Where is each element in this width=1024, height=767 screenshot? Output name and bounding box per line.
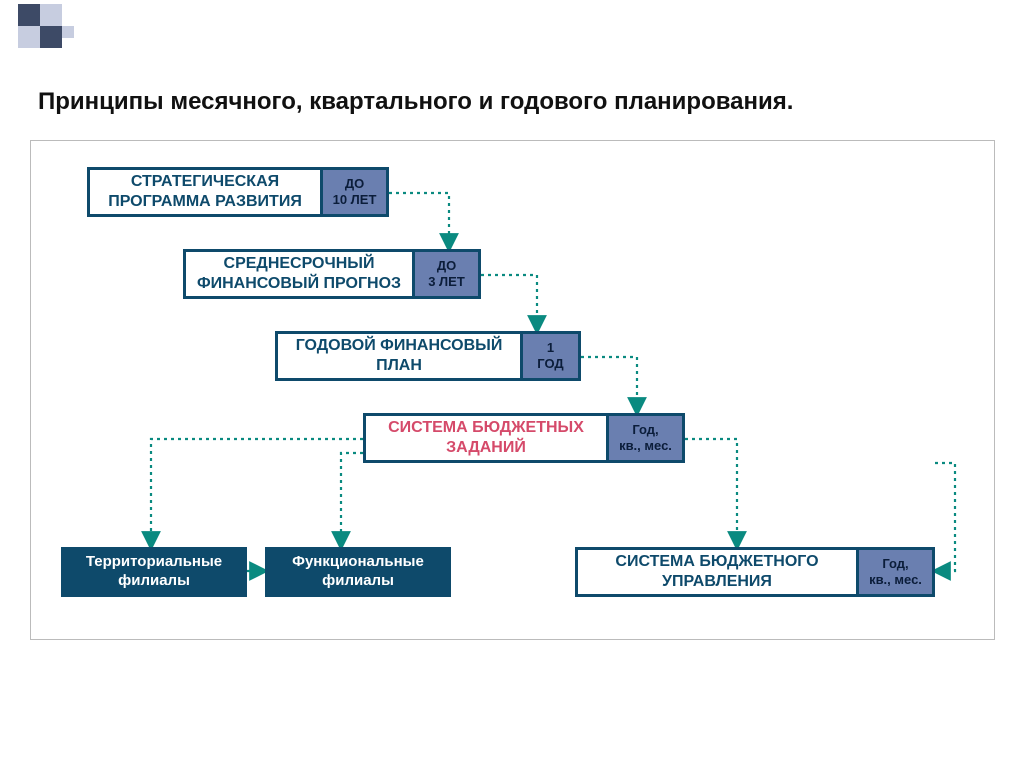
node-n2: СРЕДНЕСРОЧНЫЙ ФИНАНСОВЫЙ ПРОГНОЗДО3 ЛЕТ	[183, 249, 481, 299]
edge-0	[389, 193, 449, 249]
edge-1	[481, 275, 537, 331]
leaf-l1: Территориальные филиалы	[61, 547, 247, 597]
corner-decoration	[0, 0, 120, 60]
node-label: СИСТЕМА БЮДЖЕТНОГО УПРАВЛЕНИЯ	[575, 547, 859, 597]
edge-3	[685, 439, 737, 547]
leaf-l2: Функциональные филиалы	[265, 547, 451, 597]
node-duration-badge: ДО10 ЛЕТ	[323, 167, 389, 217]
node-n4: СИСТЕМА БЮДЖЕТНЫХ ЗАДАНИЙГод,кв., мес.	[363, 413, 685, 463]
node-label: ГОДОВОЙ ФИНАНСОВЫЙ ПЛАН	[275, 331, 523, 381]
node-label: СТРАТЕГИЧЕСКАЯ ПРОГРАММА РАЗВИТИЯ	[87, 167, 323, 217]
edge-6	[935, 463, 955, 571]
node-label: СРЕДНЕСРОЧНЫЙ ФИНАНСОВЫЙ ПРОГНОЗ	[183, 249, 415, 299]
edge-4	[151, 439, 363, 547]
node-n5: СИСТЕМА БЮДЖЕТНОГО УПРАВЛЕНИЯГод,кв., ме…	[575, 547, 935, 597]
edge-5	[341, 453, 363, 547]
node-n3: ГОДОВОЙ ФИНАНСОВЫЙ ПЛАН1ГОД	[275, 331, 581, 381]
edge-2	[581, 357, 637, 413]
node-n1: СТРАТЕГИЧЕСКАЯ ПРОГРАММА РАЗВИТИЯДО10 ЛЕ…	[87, 167, 389, 217]
node-label: СИСТЕМА БЮДЖЕТНЫХ ЗАДАНИЙ	[363, 413, 609, 463]
node-duration-badge: 1ГОД	[523, 331, 581, 381]
diagram-frame: СТРАТЕГИЧЕСКАЯ ПРОГРАММА РАЗВИТИЯДО10 ЛЕ…	[30, 140, 995, 640]
node-duration-badge: Год,кв., мес.	[609, 413, 685, 463]
node-duration-badge: Год,кв., мес.	[859, 547, 935, 597]
page-title: Принципы месячного, квартального и годов…	[38, 88, 984, 116]
node-duration-badge: ДО3 ЛЕТ	[415, 249, 481, 299]
